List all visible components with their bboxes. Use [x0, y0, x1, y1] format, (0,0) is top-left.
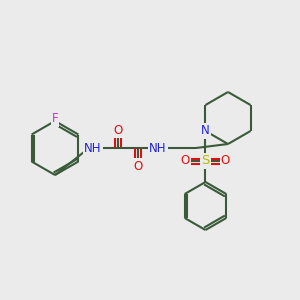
Text: O: O	[221, 154, 230, 167]
Text: O: O	[113, 124, 123, 136]
Text: NH: NH	[84, 142, 102, 154]
Text: S: S	[201, 154, 210, 167]
Text: F: F	[52, 112, 58, 125]
Text: N: N	[201, 124, 210, 137]
Text: O: O	[134, 160, 142, 172]
Text: NH: NH	[149, 142, 167, 154]
Text: O: O	[181, 154, 190, 167]
